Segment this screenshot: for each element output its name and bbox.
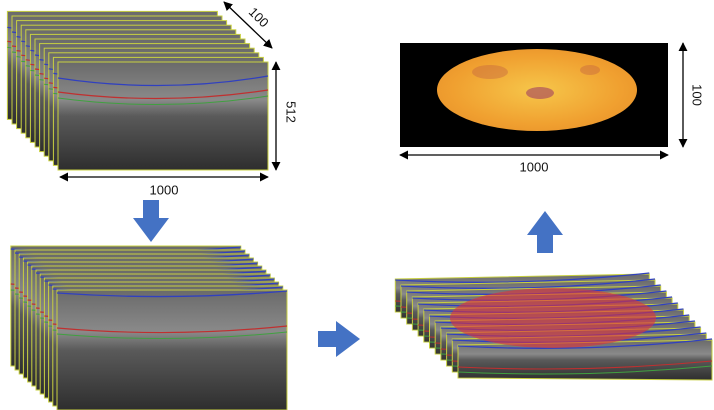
arrow-down xyxy=(133,200,169,242)
boundary-blue xyxy=(57,75,269,87)
height-label: 512 xyxy=(284,101,299,123)
map-height-label: 100 xyxy=(690,84,705,106)
enface-spot xyxy=(526,87,554,99)
boundary-blue xyxy=(400,278,656,289)
boundary-green xyxy=(56,331,288,340)
boundary-green xyxy=(57,95,269,106)
segmented-stack xyxy=(10,245,288,410)
boundary-blue xyxy=(457,338,713,349)
depth-dimension xyxy=(223,1,273,49)
oct-slice xyxy=(56,289,288,410)
boundary-red xyxy=(57,89,269,100)
enface-spot xyxy=(472,65,508,79)
oct-slice xyxy=(57,61,269,171)
width-label: 1000 xyxy=(150,182,179,197)
projection-area xyxy=(450,288,656,348)
boundary-red xyxy=(457,360,713,370)
boundary-green xyxy=(457,365,713,375)
boundary-blue xyxy=(395,272,650,283)
map-width-label: 1000 xyxy=(520,159,549,174)
enface-spot xyxy=(580,65,600,75)
oct-stack xyxy=(6,10,269,171)
boundary-blue xyxy=(56,290,288,298)
boundary-red xyxy=(56,325,288,334)
arrow-up xyxy=(527,211,563,253)
arrow-right xyxy=(318,321,360,357)
